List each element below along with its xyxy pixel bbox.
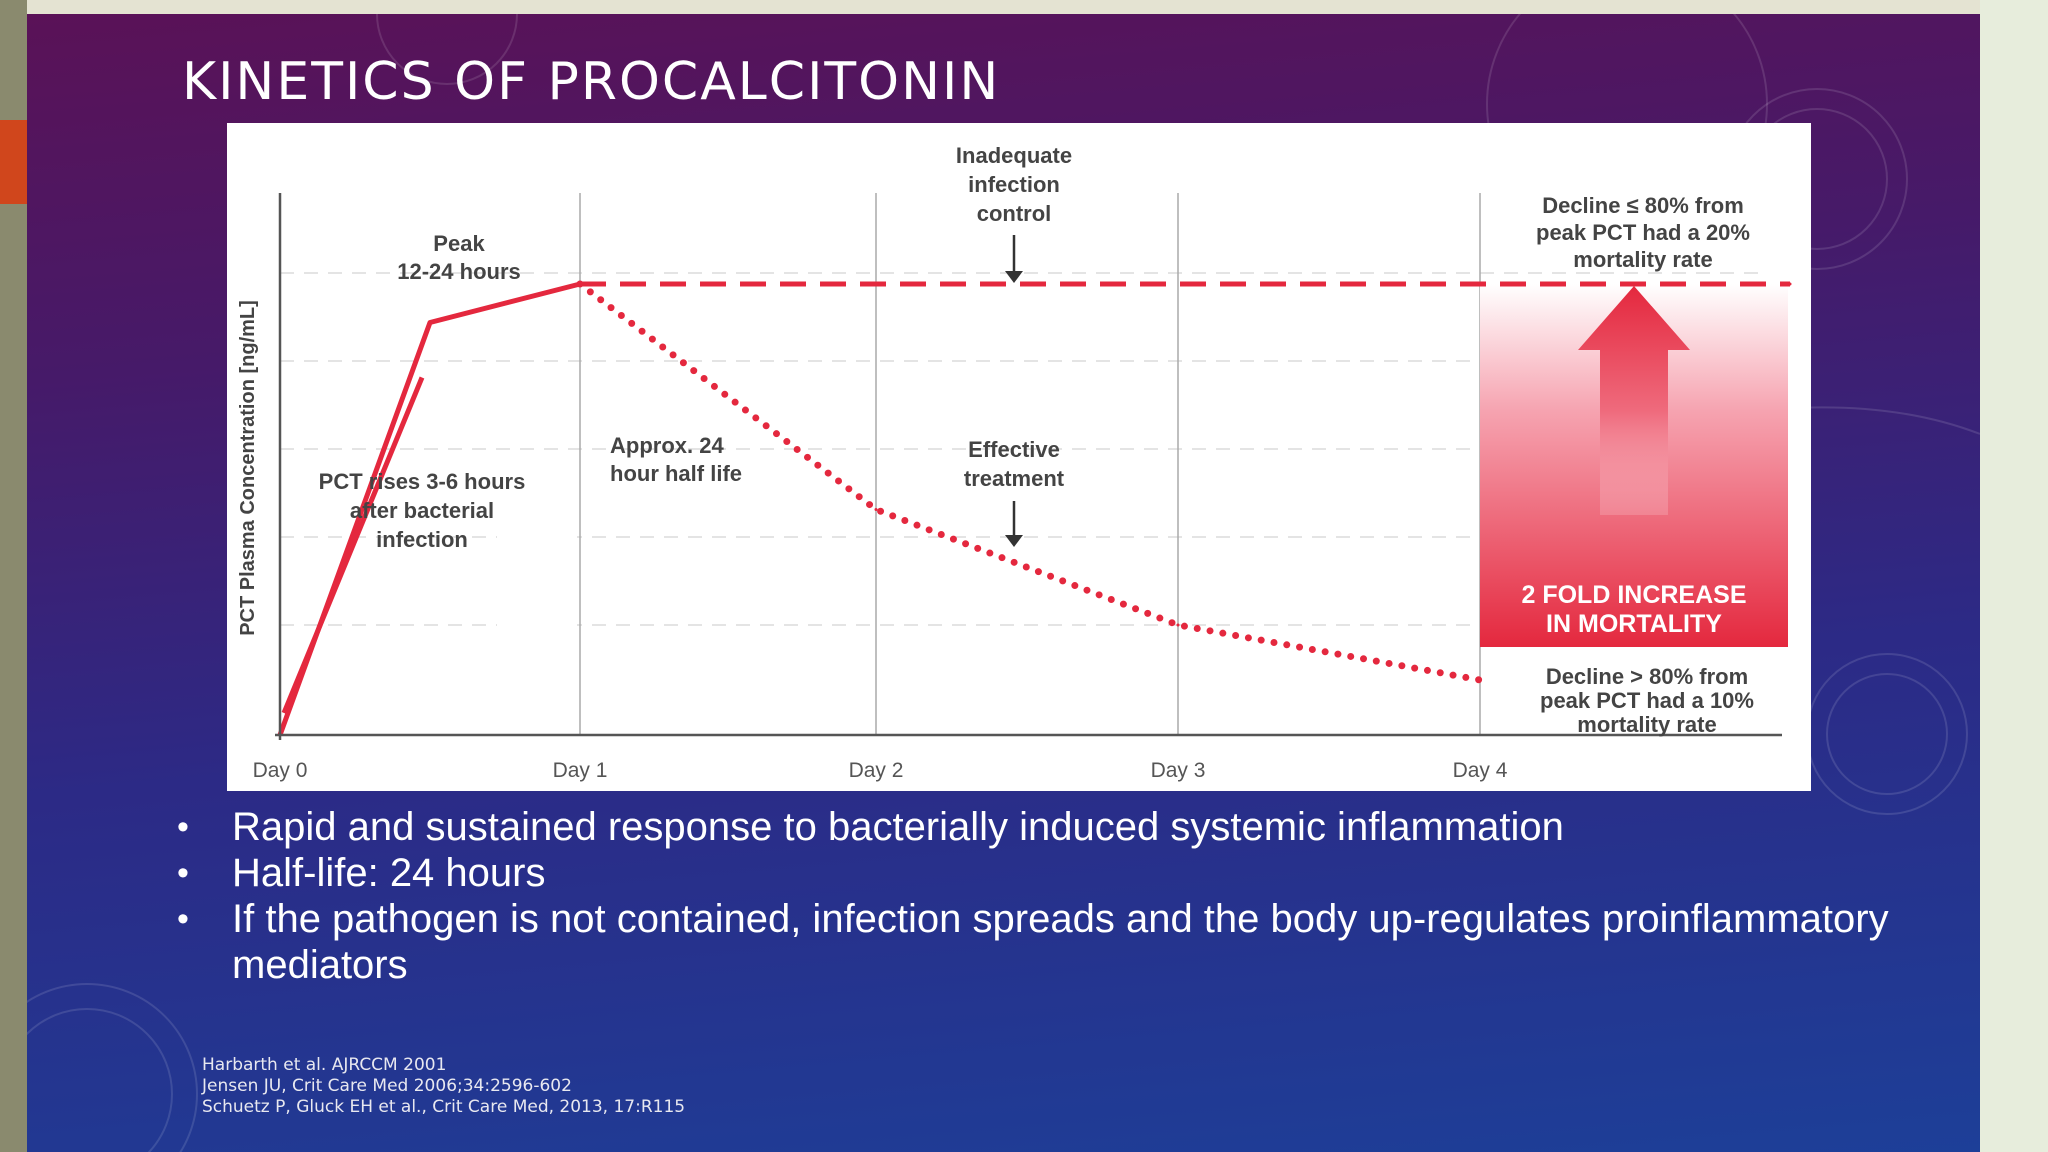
inadequate-control-annotation: Inadequate [956,143,1072,168]
data-point [874,508,878,511]
bullet-list: • Rapid and sustained response to bacteri… [177,804,1957,988]
peak-annotation: Peak [433,231,485,256]
decline-low-annotation: Decline > 80% from [1546,664,1748,689]
y-axis-label: PCT Plasma Concentration [ng/mL] [237,300,259,636]
half-life-annotation: hour half life [610,461,742,486]
x-tick-label: Day 1 [553,759,608,782]
effective-treatment-annotation: treatment [964,466,1065,491]
reference-item: Harbarth et al. AJRCCM 2001 [202,1055,447,1075]
x-tick-label: Day 3 [1151,759,1206,782]
references: Harbarth et al. AJRCCM 2001 Jensen JU, C… [202,1055,685,1118]
rise-annotation: after bacterial [350,498,494,523]
inadequate-control-annotation: control [977,201,1052,226]
data-point [1176,623,1180,627]
mortality-up-arrow [1578,286,1690,515]
x-tick-label: Day 4 [1453,759,1508,782]
bullet-marker: • [177,900,189,938]
pointer-arrow-head [1005,535,1023,547]
decline-high-annotation: mortality rate [1573,247,1712,272]
pct-kinetics-chart: Day 0 Day 1 Day 2 Day 3 Day 4 PCT Plasma Conc… [237,143,1792,782]
mortality-box-label: IN MORTALITY [1546,610,1722,638]
bullet-text: If the pathogen is not contained, infect… [232,897,1889,987]
decline-high-annotation: Decline ≤ 80% from [1542,193,1744,218]
data-point [1788,282,1792,286]
bullet-text: Rapid and sustained response to bacteria… [232,805,1564,849]
data-point [578,282,582,286]
series-line [576,280,1484,684]
bullet-item: • Rapid and sustained response to bacteri… [177,804,1957,850]
decline-low-annotation: mortality rate [1577,712,1716,737]
x-tick-label: Day 0 [253,759,308,782]
mortality-box-label: 2 FOLD INCREASE [1521,581,1746,609]
slide: KINETICS OF PROCALCITONIN Day 0 Day 1 Day … [27,14,1980,1152]
decline-high-annotation: peak PCT had a 20% [1536,220,1750,245]
rise-annotation: infection [376,527,468,552]
series-line-segment [281,376,425,714]
slide-title: KINETICS OF PROCALCITONIN [182,52,1001,112]
data-point [1478,678,1482,682]
bullet-item: • Half-life: 24 hours [177,850,1957,896]
reference-item: Jensen JU, Crit Care Med 2006;34:2596-60… [202,1076,572,1096]
left-accent-tab [0,120,27,204]
bullet-text: Half-life: 24 hours [232,851,546,895]
half-life-annotation: Approx. 24 [610,433,724,458]
data-point [428,321,432,324]
chart-panel: Day 0 Day 1 Day 2 Day 3 Day 4 PCT Plasma Conc… [227,123,1811,791]
right-frame-strip [1980,0,2048,1152]
decline-low-annotation: peak PCT had a 10% [1540,688,1754,713]
bullet-marker: • [177,854,189,892]
top-frame-strip [27,0,1980,14]
bullet-item: • If the pathogen is not contained, infec… [177,896,1957,988]
inadequate-control-annotation: infection [968,172,1060,197]
x-tick-label: Day 2 [849,759,904,782]
reference-item: Schuetz P, Gluck EH et al., Crit Care Me… [202,1097,686,1117]
label-backdrop [497,533,577,633]
rise-annotation: PCT rises 3-6 hours [319,469,526,494]
effective-treatment-annotation: Effective [968,437,1060,462]
bullet-marker: • [177,808,189,846]
pointer-arrow-head [1005,271,1023,283]
peak-annotation: 12-24 hours [397,259,521,284]
